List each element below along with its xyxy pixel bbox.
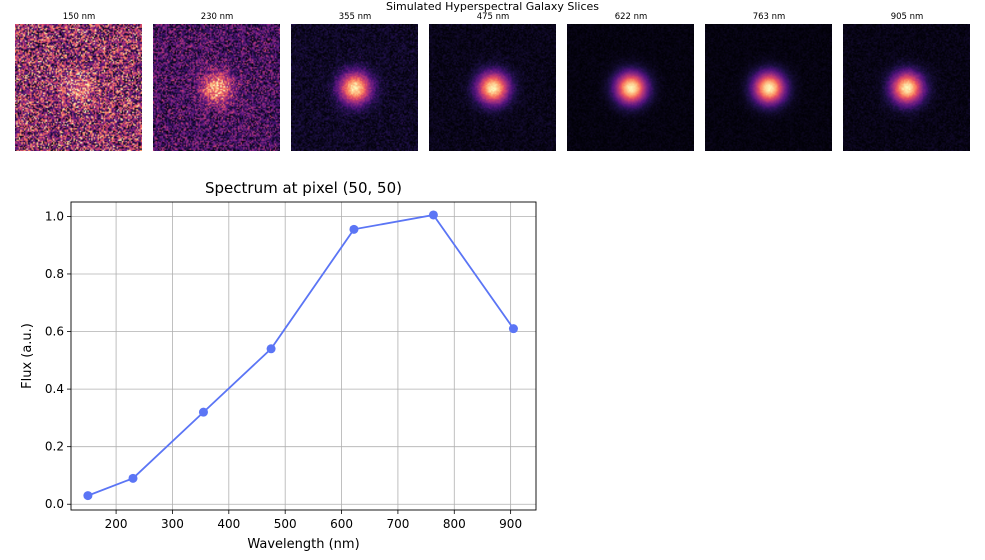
slice-panel: 150 nm xyxy=(15,11,143,151)
series-layer xyxy=(83,210,518,501)
galaxy-slice-image xyxy=(705,24,832,151)
y-tick-label: 0.4 xyxy=(45,382,64,396)
y-tick-label: 0.6 xyxy=(45,325,64,339)
galaxy-slice-image xyxy=(429,24,556,151)
slice-panel: 230 nm xyxy=(153,11,281,151)
spectrum-point xyxy=(349,224,359,234)
x-tick-label: 800 xyxy=(443,517,466,531)
galaxy-slice-image xyxy=(153,24,280,151)
y-tick-label: 1.0 xyxy=(45,209,64,223)
grid-layer xyxy=(71,202,536,510)
spectrum-line xyxy=(87,214,515,497)
slice-panel: 905 nm xyxy=(843,11,971,151)
galaxy-slice-image xyxy=(15,24,142,151)
slice-label: 763 nm xyxy=(752,12,786,22)
plot-frame xyxy=(70,201,537,511)
slice-label: 230 nm xyxy=(200,12,234,22)
y-tick-label: 0.0 xyxy=(45,497,64,511)
x-tick-label: 300 xyxy=(161,517,184,531)
slice-panel: 622 nm xyxy=(567,11,695,151)
slice-panel: 763 nm xyxy=(705,11,833,151)
x-tick-label: 200 xyxy=(105,517,128,531)
spectrum-point xyxy=(83,491,93,501)
x-tick-label: 500 xyxy=(274,517,297,531)
x-tick-label: 600 xyxy=(330,517,353,531)
slice-label: 622 nm xyxy=(614,12,648,22)
tick-layer: 200 300 400 500 600 700 800 900 0.0 0.2 0.4 0.6 0.8 1… xyxy=(45,209,522,531)
slice-label: 905 nm xyxy=(890,12,924,22)
slice-label: 475 nm xyxy=(476,12,510,22)
slice-panel: 355 nm xyxy=(291,11,419,151)
galaxy-slice-image xyxy=(843,24,970,151)
y-axis-label: Flux (a.u.) xyxy=(20,323,35,389)
y-tick-label: 0.2 xyxy=(45,440,64,454)
spectrum-point xyxy=(428,210,438,220)
spectrum-point xyxy=(128,473,138,483)
x-tick-label: 400 xyxy=(217,517,240,531)
galaxy-slice-image xyxy=(291,24,418,151)
spectrum-point xyxy=(198,407,208,417)
x-axis-label: Wavelength (nm) xyxy=(247,537,359,552)
spectrum-point xyxy=(266,344,276,354)
figure-suptitle: Simulated Hyperspectral Galaxy Slices xyxy=(385,0,599,13)
galaxy-slice-image xyxy=(567,24,694,151)
chart-title: Spectrum at pixel (50, 50) xyxy=(205,179,402,197)
spectrum-chart: 200 300 400 500 600 700 800 900 0.0 0.2 0.4 0.6 0.8 1… xyxy=(20,179,537,552)
slice-panel: 475 nm xyxy=(429,11,557,151)
slice-label: 355 nm xyxy=(338,12,372,22)
x-tick-label: 900 xyxy=(499,517,522,531)
y-tick-label: 0.8 xyxy=(45,267,64,281)
slice-label: 150 nm xyxy=(62,12,96,22)
x-tick-label: 700 xyxy=(386,517,409,531)
spectrum-point xyxy=(508,324,518,334)
